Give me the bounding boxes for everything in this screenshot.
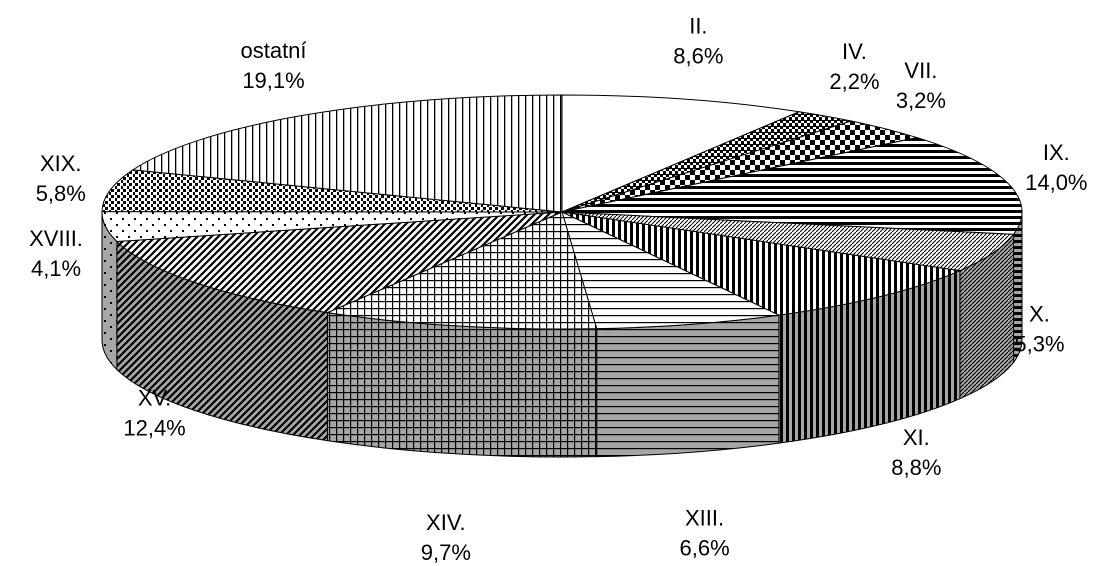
slice-value-label: 8,8%	[891, 455, 941, 480]
slice	[131, 94, 563, 213]
slice-label: ostatní	[240, 38, 306, 63]
slice-label: II.	[689, 13, 707, 38]
side-shade	[959, 234, 1014, 399]
slice-value-label: 19,1%	[242, 68, 304, 93]
side-shade	[102, 212, 117, 370]
slice-value-label: 6,6%	[679, 535, 729, 560]
slice-value-label: 14,0%	[1025, 170, 1087, 195]
slice	[561, 211, 781, 330]
slice	[325, 211, 598, 330]
side-shade	[778, 270, 960, 444]
slice	[115, 211, 563, 314]
slice	[561, 94, 801, 213]
slice-label: XV.	[138, 385, 171, 410]
slice	[561, 137, 1023, 235]
slice-value-label: 12,4%	[123, 415, 185, 440]
slice-label: X.	[1029, 301, 1050, 326]
slice-value-label: 5,3%	[1014, 331, 1064, 356]
slice	[561, 211, 962, 316]
slice-value-label: 8,6%	[673, 43, 723, 68]
slice-value-label: 2,2%	[829, 69, 879, 94]
side-shade	[327, 312, 597, 457]
slice-value-label: 4,1%	[31, 256, 81, 281]
slice	[561, 211, 1015, 272]
slice-value-label: 3,2%	[896, 88, 946, 113]
slice-label: IX.	[1043, 140, 1070, 165]
slice-label: XVIII.	[29, 226, 83, 251]
side-shade	[1013, 212, 1022, 363]
slice-value-label: 9,7%	[421, 540, 471, 565]
slice-label: VII.	[904, 58, 937, 83]
slice-value-label: 5,8%	[36, 181, 86, 206]
slice-label: IV.	[842, 39, 867, 64]
side-shade	[596, 315, 779, 457]
slice-label: XI.	[903, 425, 930, 450]
slice-label: XIX.	[40, 151, 82, 176]
slice-label: XIV.	[426, 510, 466, 535]
side-shade	[116, 241, 328, 441]
slice-label: XIII.	[685, 505, 724, 530]
slice	[101, 169, 563, 213]
